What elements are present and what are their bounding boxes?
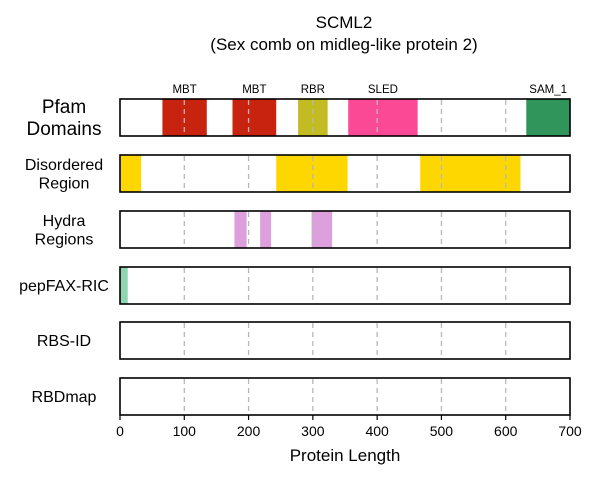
domain-label-1: MBT	[242, 84, 266, 96]
track-3: pepFAX-RIC	[19, 266, 571, 305]
track-label: Domains	[27, 119, 102, 140]
track-label: Pfam	[42, 97, 86, 118]
track-label: Region	[39, 175, 90, 192]
segment-0-3	[348, 99, 418, 136]
segment-3-0	[120, 267, 128, 304]
x-tick-label: 700	[558, 423, 582, 439]
segment-1-0	[120, 155, 142, 192]
x-axis: 0 100 200 300 400 500 600 700	[116, 415, 582, 439]
x-axis-label: Protein Length	[290, 446, 401, 465]
segment-2-2	[311, 211, 333, 248]
track-label: RBDmap	[32, 389, 97, 406]
domain-label-2: RBR	[301, 84, 325, 96]
segment-1-1	[276, 155, 348, 192]
x-tick-label: 500	[430, 423, 454, 439]
segment-0-4	[526, 99, 570, 136]
track-frame	[119, 321, 571, 360]
segment-0-1	[232, 99, 277, 136]
domain-label-4: SAM_1	[529, 84, 567, 96]
track-frame	[119, 266, 571, 305]
x-tick-label: 600	[494, 423, 518, 439]
track-4: RBS-ID	[37, 321, 571, 360]
domain-label-0: MBT	[172, 84, 196, 96]
chart-subtitle: (Sex comb on midleg-like protein 2)	[210, 35, 477, 54]
domain-label-3: SLED	[368, 84, 398, 96]
x-tick-label: 0	[116, 423, 124, 439]
track-label: RBS-ID	[37, 333, 91, 350]
track-label: Disordered	[25, 157, 103, 174]
track-label: pepFAX-RIC	[19, 278, 109, 295]
track-5: RBDmap	[32, 377, 571, 416]
track-label: Hydra	[43, 213, 86, 230]
x-tick-label: 400	[365, 423, 389, 439]
track-frame	[119, 154, 571, 193]
segment-2-1	[260, 211, 272, 248]
segment-1-2	[420, 155, 521, 192]
track-frame	[119, 210, 571, 249]
x-tick-label: 200	[237, 423, 261, 439]
track-label: Regions	[35, 231, 94, 248]
track-frame	[119, 377, 571, 416]
track-frame	[119, 98, 571, 137]
x-tick-label: 300	[301, 423, 325, 439]
chart-title: SCML2	[316, 13, 373, 32]
segment-2-0	[234, 211, 247, 248]
x-tick-label: 100	[173, 423, 197, 439]
